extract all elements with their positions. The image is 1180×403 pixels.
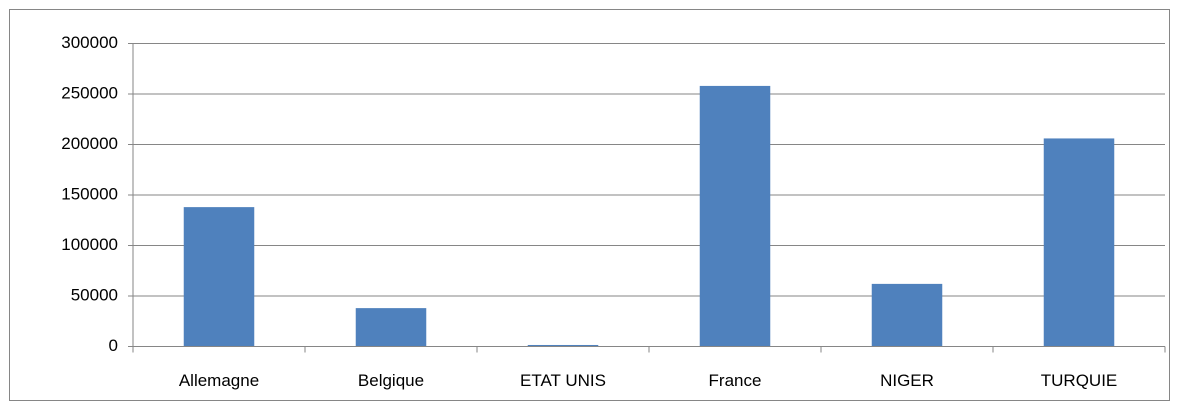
y-tick-label: 0 — [109, 336, 118, 355]
bar — [527, 344, 599, 347]
x-tick-label: France — [709, 371, 762, 390]
x-tick-label: ETAT UNIS — [520, 371, 606, 390]
bar — [355, 308, 427, 347]
bar — [699, 85, 771, 347]
x-tick-label: NIGER — [880, 371, 934, 390]
x-tick-label: Belgique — [358, 371, 424, 390]
chart-border — [9, 9, 1170, 401]
y-tick-label: 200000 — [61, 134, 118, 153]
bar — [183, 207, 255, 347]
y-tick-label: 100000 — [61, 235, 118, 254]
bar — [1043, 138, 1115, 347]
y-tick-label: 250000 — [61, 83, 118, 102]
x-tick-label: Allemagne — [179, 371, 259, 390]
y-tick-label: 50000 — [71, 285, 118, 304]
x-tick-label: TURQUIE — [1041, 371, 1118, 390]
bar — [871, 283, 943, 347]
y-tick-label: 150000 — [61, 184, 118, 203]
y-tick-label: 300000 — [61, 33, 118, 52]
